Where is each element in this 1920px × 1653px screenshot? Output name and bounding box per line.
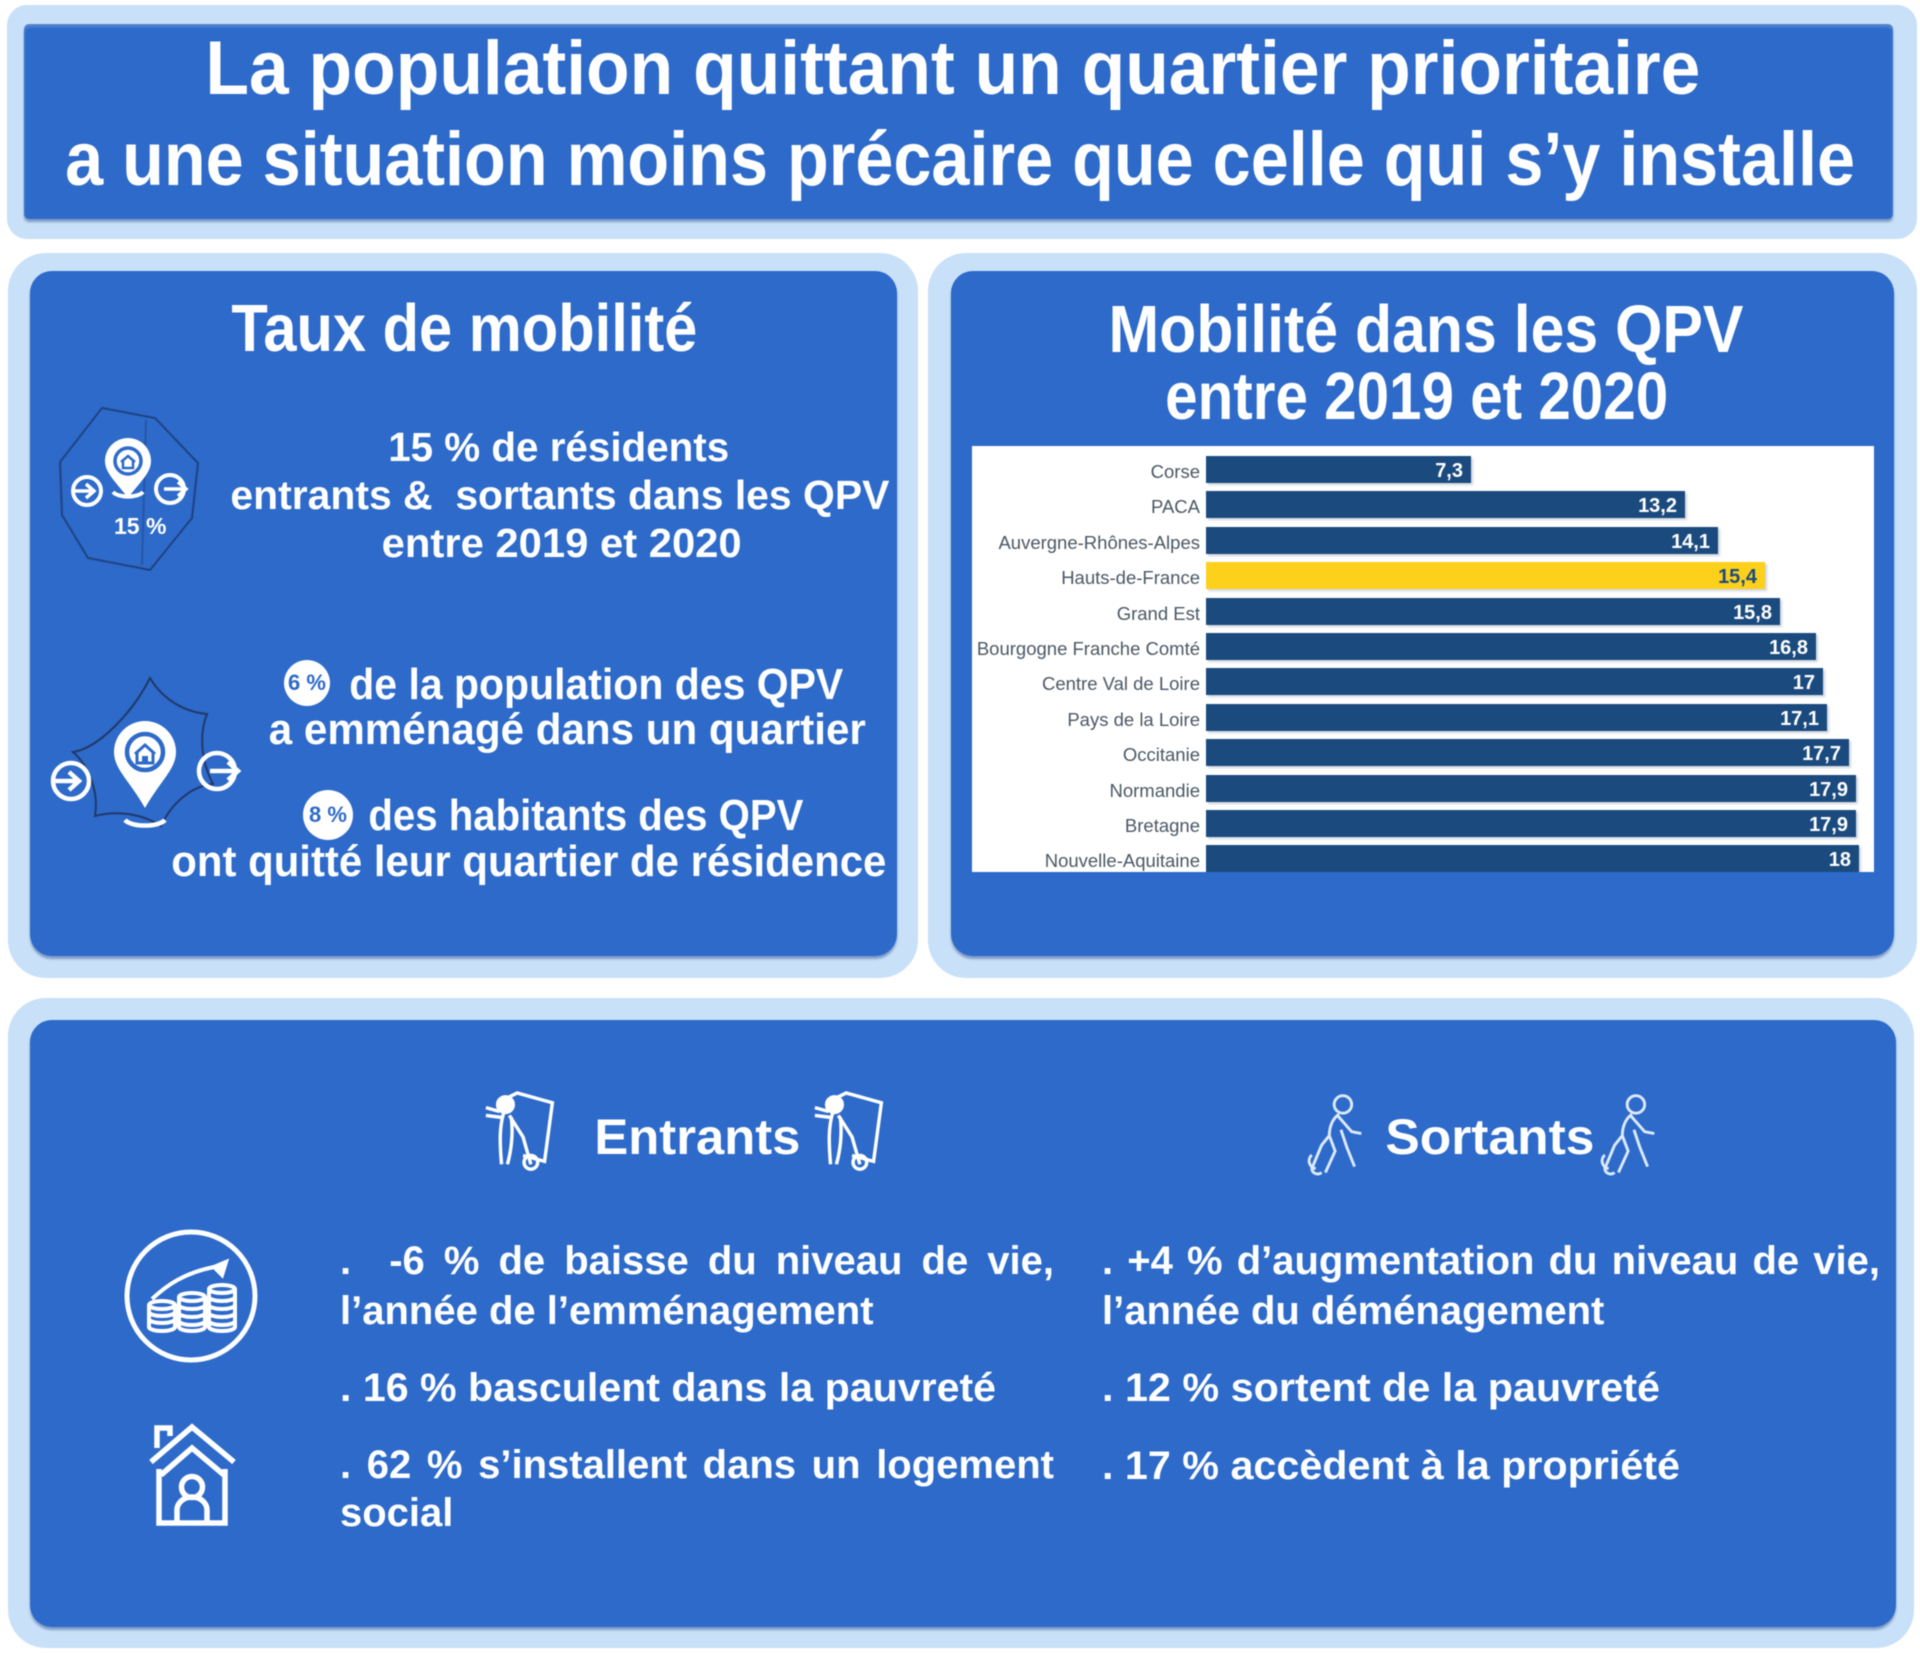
svg-text:15 %: 15 % bbox=[114, 513, 166, 539]
